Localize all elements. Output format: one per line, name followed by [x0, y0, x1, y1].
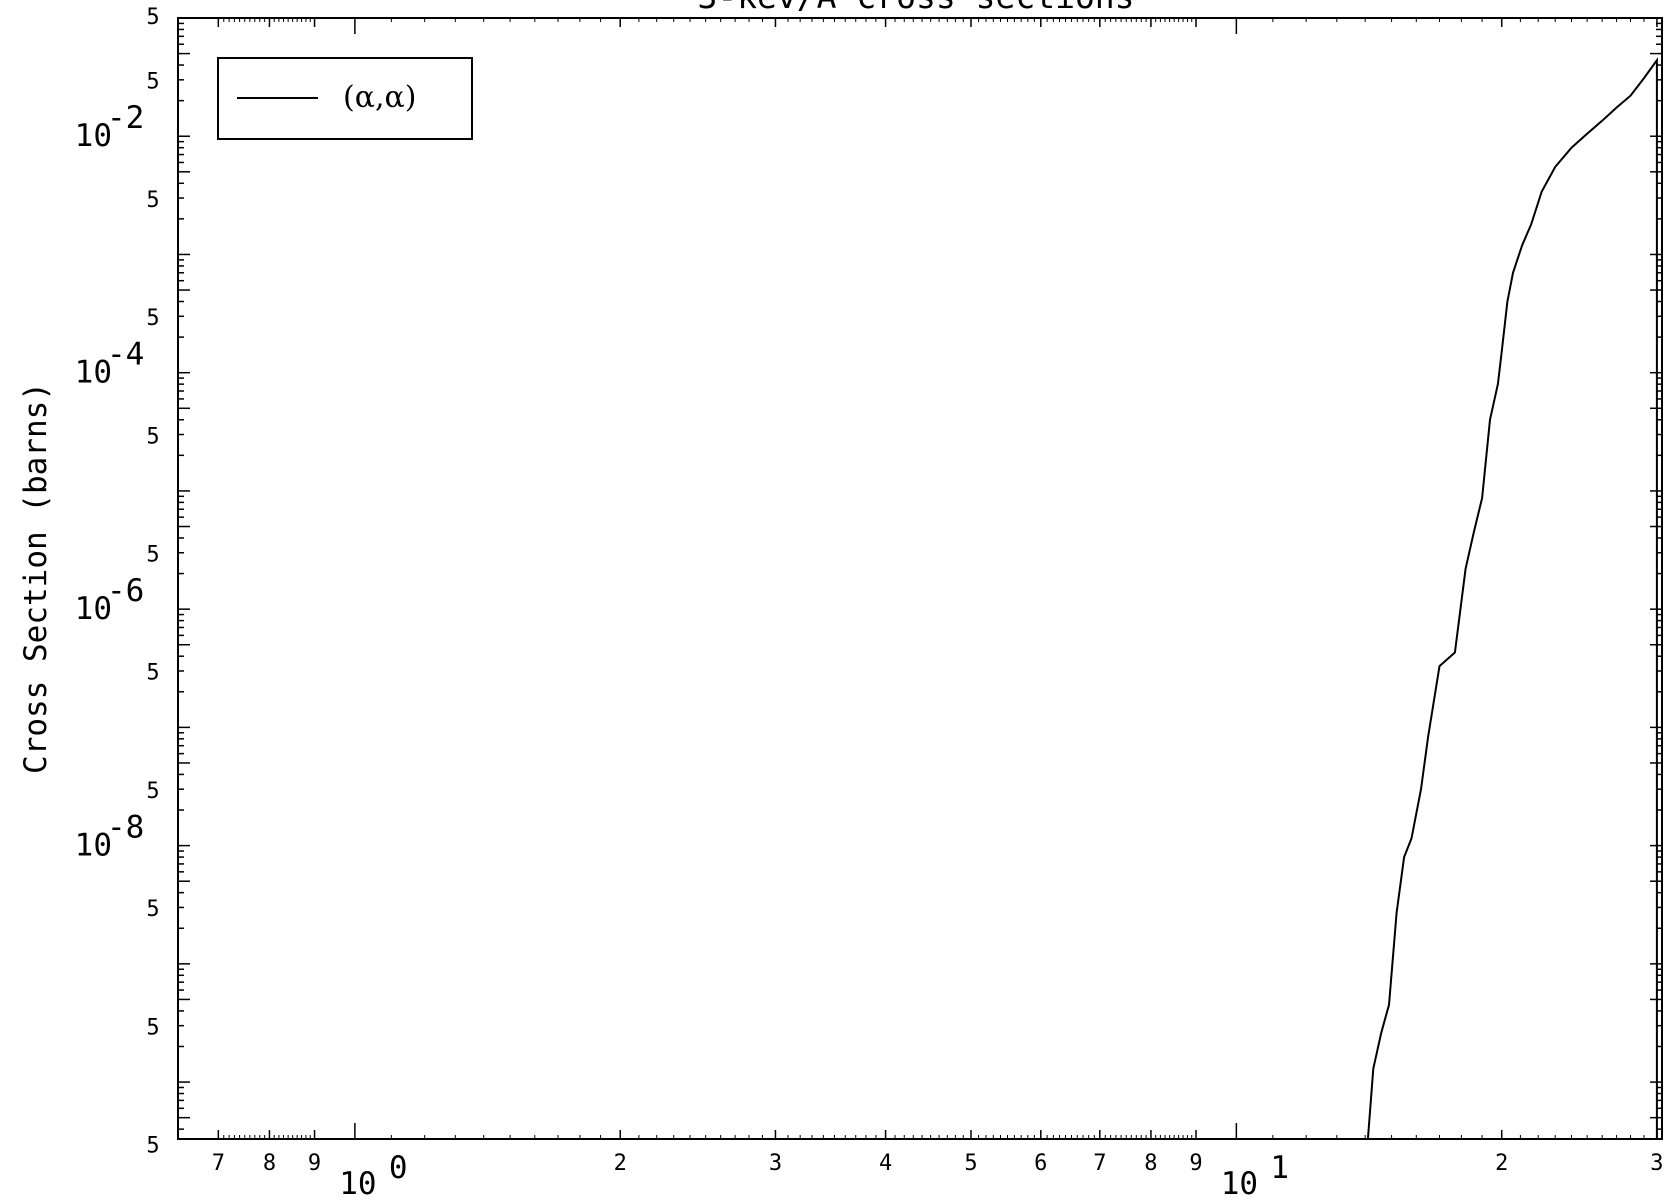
x-tick-label-exponent: 1: [1270, 1150, 1289, 1186]
legend: (α,α): [217, 57, 473, 140]
x-tick-label: 10: [339, 1166, 376, 1202]
series-line-alpha-alpha: [1366, 57, 1658, 1140]
x-tick-label: 9: [308, 1151, 321, 1176]
y-tick-label: 10: [75, 118, 112, 154]
minor-ticks: [178, 18, 1662, 1139]
x-tick-labels: 7 8 9 10 0 2 3 4 5 6 7 8 9 10 1 2 3: [212, 1150, 1664, 1202]
x-tick-label-exponent: 0: [389, 1150, 408, 1186]
y-tick-label-exponent: -8: [107, 810, 144, 846]
y-tick-label: 5: [146, 543, 159, 568]
y-tick-label: 5: [146, 306, 159, 331]
plot-frame: [177, 17, 1663, 1140]
x-tick-label: 3: [769, 1151, 782, 1176]
chart-title: 3-kev/A cross sections: [697, 0, 1134, 16]
x-tick-label: 2: [614, 1151, 627, 1176]
x-tick-label: 3: [1650, 1151, 1663, 1176]
y-tick-label-exponent: -2: [107, 100, 144, 136]
y-tick-label: 5: [146, 424, 159, 449]
y-tick-label: 5: [146, 5, 159, 30]
x-tick-label: 10: [1221, 1166, 1258, 1202]
x-tick-label: 7: [212, 1151, 225, 1176]
y-tick-label: 5: [146, 779, 159, 804]
x-tick-label: 4: [879, 1151, 892, 1176]
legend-label-alpha-alpha: (α,α): [343, 80, 416, 115]
x-tick-label: 7: [1093, 1151, 1106, 1176]
x-tick-label: 5: [964, 1151, 977, 1176]
y-axis-label: Cross Section (barns): [18, 382, 54, 774]
y-tick-label-exponent: -6: [107, 573, 144, 609]
y-tick-label: 5: [146, 188, 159, 213]
x-tick-label: 2: [1495, 1151, 1508, 1176]
y-tick-label: 5: [146, 897, 159, 922]
y-tick-label: 10: [75, 828, 112, 864]
y-tick-label: 5: [146, 661, 159, 686]
y-tick-label-exponent: -4: [107, 337, 144, 373]
y-tick-label: 10: [75, 355, 112, 391]
x-tick-label: 8: [263, 1151, 276, 1176]
y-tick-label: 5: [146, 70, 159, 95]
y-tick-label: 10: [75, 591, 112, 627]
x-tick-label: 9: [1189, 1151, 1202, 1176]
y-tick-label: 5: [146, 1015, 159, 1040]
y-tick-label: 5: [146, 1134, 159, 1159]
x-tick-label: 8: [1144, 1151, 1157, 1176]
major-ticks: [178, 18, 1662, 1139]
x-tick-label: 6: [1034, 1151, 1047, 1176]
